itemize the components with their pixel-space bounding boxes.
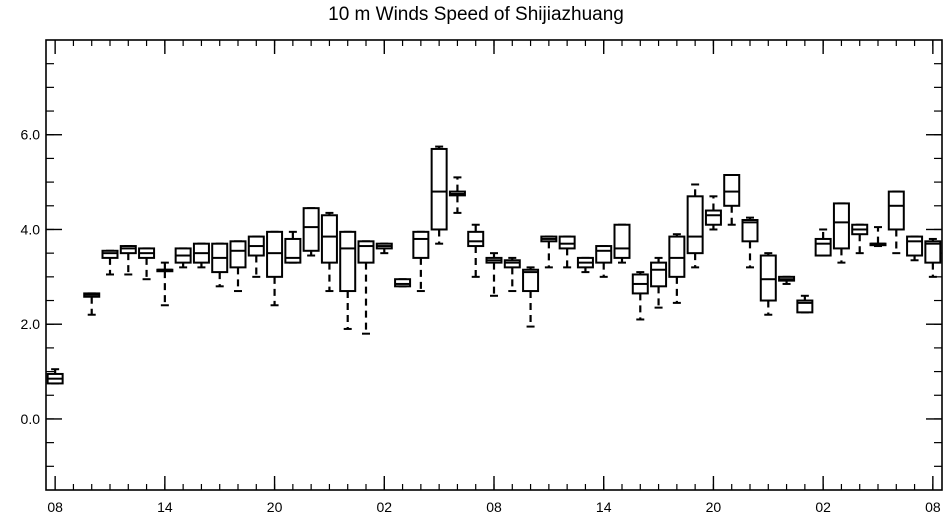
iqr-box	[119, 245, 137, 255]
box-hour-3	[101, 249, 119, 276]
box-hour-17	[357, 240, 375, 335]
iqr-box	[522, 268, 540, 293]
box-hour-47	[906, 235, 924, 262]
box-hour-38	[741, 216, 759, 269]
box-hour-34	[668, 233, 686, 304]
iqr-box	[412, 230, 430, 259]
iqr-box	[668, 235, 686, 278]
iqr-box	[741, 219, 759, 243]
box-hour-6	[156, 261, 174, 307]
y-tick-label: 6.0	[21, 127, 41, 143]
iqr-box	[595, 245, 613, 264]
y-axis: 0.0 2.0 4.0 6.0	[21, 63, 942, 467]
box-hour-37	[723, 174, 741, 226]
box-hour-43	[832, 202, 850, 264]
box-hour-30	[595, 245, 613, 278]
iqr-box	[430, 147, 448, 231]
iqr-box	[887, 190, 905, 231]
box-hour-22	[448, 176, 466, 214]
iqr-box	[558, 235, 576, 250]
box-hour-12	[266, 230, 284, 307]
x-tick-label: 02	[376, 499, 392, 515]
box-hour-13	[284, 230, 302, 264]
box-hour-23	[467, 223, 485, 278]
y-tick-label: 4.0	[21, 221, 41, 237]
iqr-box	[266, 230, 284, 278]
box-hour-42	[814, 228, 832, 257]
iqr-box	[613, 223, 631, 259]
iqr-box	[101, 249, 119, 259]
box-hour-27	[540, 235, 558, 269]
box-hour-44	[851, 223, 869, 255]
iqr-box	[320, 214, 338, 264]
box-hour-40	[778, 275, 796, 285]
iqr-box	[924, 240, 942, 264]
box-hour-33	[650, 256, 668, 309]
box-hour-25	[503, 256, 521, 293]
x-tick-label: 14	[157, 499, 173, 515]
iqr-box	[723, 174, 741, 207]
x-tick-label: 14	[596, 499, 612, 515]
x-tick-label: 02	[815, 499, 831, 515]
iqr-box	[686, 195, 704, 255]
x-axis: 08 14 20 02 08 14 20 02 08	[47, 40, 941, 515]
box-hour-36	[704, 195, 722, 231]
box-hour-21	[430, 145, 448, 245]
iqr-box	[704, 209, 722, 226]
iqr-box	[814, 237, 832, 257]
box-hour-48	[924, 237, 942, 278]
iqr-box	[906, 235, 924, 257]
box-hour-31	[613, 223, 631, 264]
iqr-box	[394, 278, 412, 288]
box-hour-35	[686, 183, 704, 269]
box-hour-45	[869, 226, 887, 248]
x-tick-label: 20	[267, 499, 283, 515]
iqr-box	[832, 202, 850, 250]
box-hour-7	[174, 247, 192, 269]
iqr-box	[357, 240, 375, 264]
box-hour-32	[631, 271, 649, 321]
box-hour-20	[412, 230, 430, 293]
box-hour-8	[192, 242, 210, 269]
box-hour-15	[320, 211, 338, 293]
iqr-box	[339, 230, 357, 293]
box-hour-18	[375, 242, 393, 255]
box-hour-2	[83, 292, 101, 316]
iqr-box	[796, 299, 814, 314]
iqr-box	[503, 259, 521, 269]
box-hour-5	[138, 247, 156, 281]
box-hour-28	[558, 235, 576, 269]
y-tick-label: 2.0	[21, 316, 41, 332]
box-hour-24	[485, 252, 503, 297]
box-hour-11	[247, 235, 265, 278]
box-hour-4	[119, 245, 137, 276]
x-tick-label: 08	[925, 499, 941, 515]
box-hour-0	[46, 368, 64, 385]
iqr-box	[759, 254, 777, 302]
box-hour-26	[522, 266, 540, 328]
x-tick-label: 08	[486, 499, 502, 515]
box-hour-46	[887, 190, 905, 255]
box-hour-19	[394, 278, 412, 288]
box-hour-39	[759, 252, 777, 316]
box-hour-9	[211, 242, 229, 288]
iqr-box	[467, 230, 485, 248]
x-tick-label: 08	[47, 499, 63, 515]
box-hour-14	[302, 207, 320, 257]
box-hour-29	[576, 256, 594, 274]
box-series	[46, 145, 942, 385]
iqr-box	[650, 261, 668, 288]
box-hour-16	[339, 230, 357, 330]
iqr-box	[284, 237, 302, 264]
iqr-box	[229, 240, 247, 269]
y-tick-label: 0.0	[21, 411, 41, 427]
x-tick-label: 20	[706, 499, 722, 515]
box-hour-10	[229, 240, 247, 293]
chart-title: 10 m Winds Speed of Shijiazhuang	[328, 4, 624, 25]
iqr-box	[302, 207, 320, 252]
box-hour-41	[796, 294, 814, 314]
